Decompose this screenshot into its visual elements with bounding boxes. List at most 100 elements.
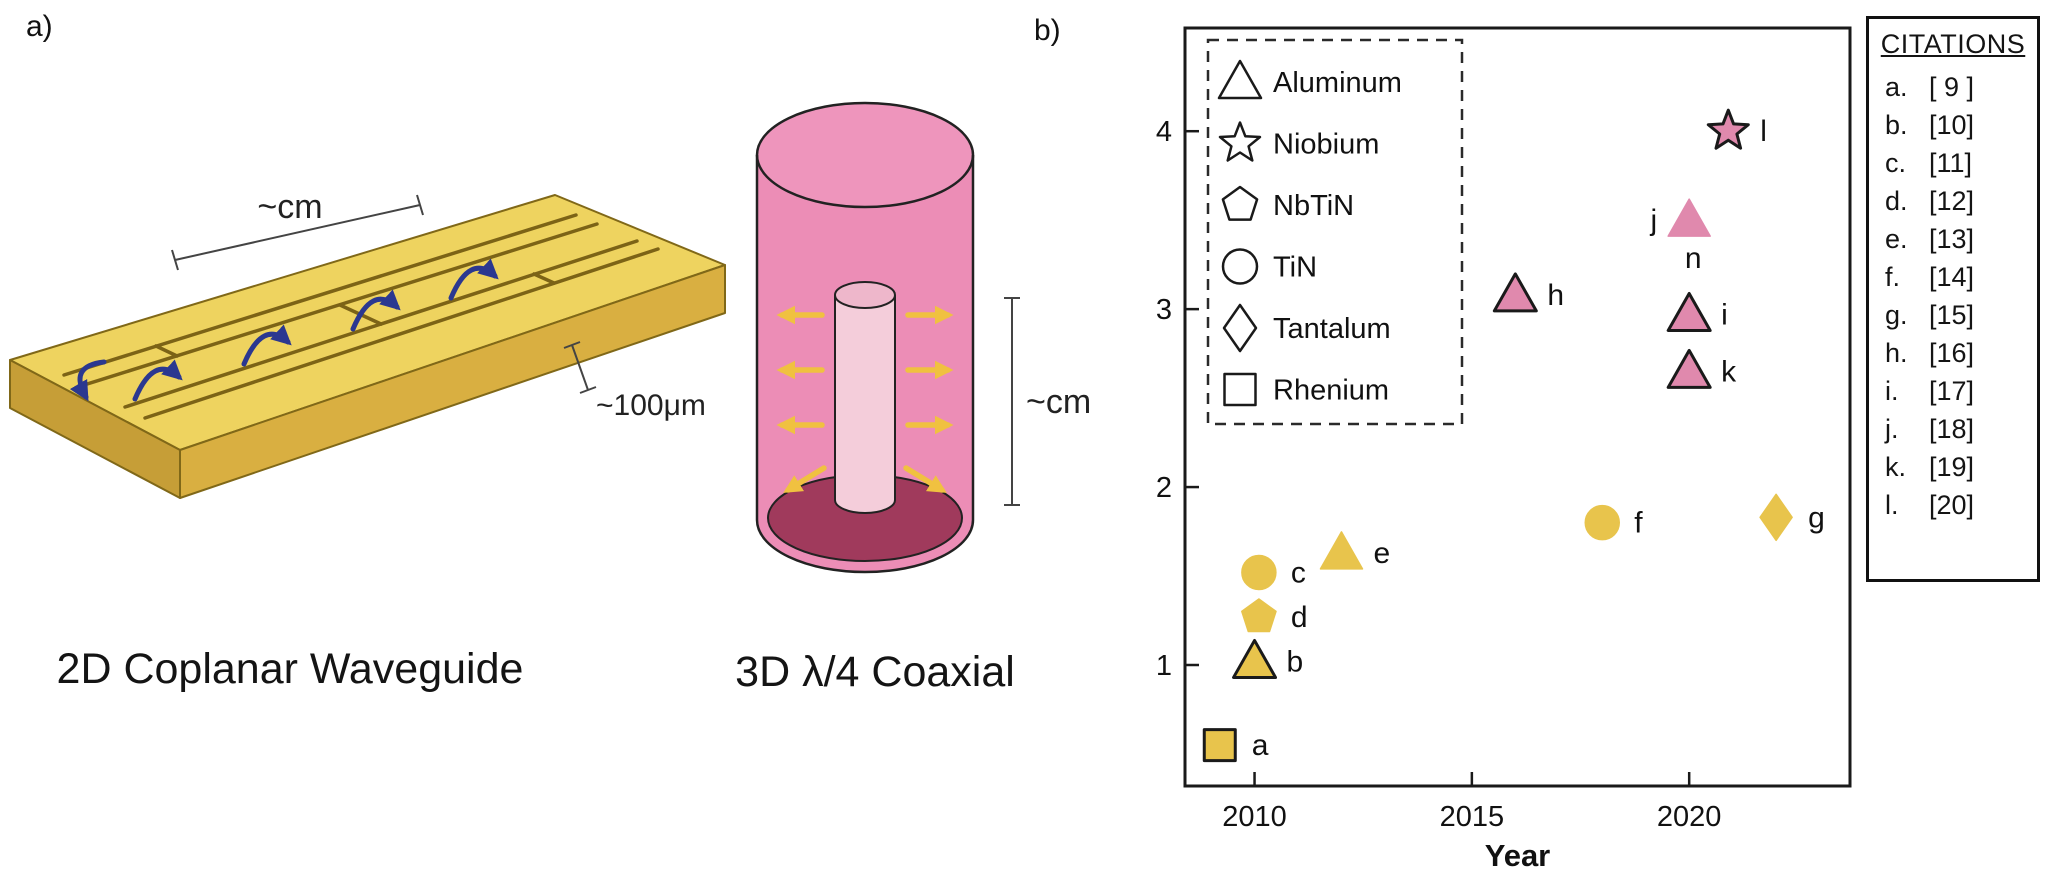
data-point-d: d bbox=[1241, 598, 1308, 634]
legend-label: Niobium bbox=[1273, 129, 1379, 161]
citation-entry: e. [13] bbox=[1869, 220, 2037, 258]
legend-box bbox=[1206, 38, 1464, 426]
square-marker bbox=[1202, 728, 1237, 763]
star-marker bbox=[1218, 121, 1262, 162]
citation-ref: [ 9 ] bbox=[1929, 72, 1975, 102]
citation-key: j. bbox=[1885, 414, 1899, 444]
legend-label: Tantalum bbox=[1273, 313, 1391, 345]
coaxial-cavity-diagram: ~cm bbox=[755, 101, 1091, 574]
circle-marker bbox=[1221, 248, 1259, 285]
circle-marker bbox=[1584, 504, 1621, 541]
triangle-marker bbox=[1217, 59, 1263, 100]
coaxial-caption: 3D λ/4 Coaxial bbox=[735, 648, 1015, 696]
citation-key: f. bbox=[1885, 262, 1901, 292]
waveguide-caption: 2D Coplanar Waveguide bbox=[56, 645, 524, 693]
data-point-j: jn bbox=[1650, 198, 1711, 275]
citation-ref: [15] bbox=[1929, 300, 1975, 330]
coplanar-waveguide-diagram: ~cm ~100μm bbox=[9, 188, 726, 499]
citation-key: l. bbox=[1885, 490, 1899, 520]
panel-a-label: a) bbox=[26, 10, 53, 43]
waveguide-traces bbox=[62, 213, 660, 420]
citation-entry: a. [ 9 ] bbox=[1869, 68, 2037, 106]
citation-ref: [17] bbox=[1929, 376, 1975, 406]
data-point-k: k bbox=[1666, 348, 1737, 389]
citation-key: c. bbox=[1885, 148, 1907, 178]
circle-marker bbox=[1241, 554, 1277, 591]
citations-panel: CITATIONS a. [ 9 ] b. [10] c. [11] d. [12] e. [13… bbox=[1866, 16, 2040, 582]
y-tick-label: 3 bbox=[1156, 294, 1172, 326]
data-point-h: h bbox=[1492, 272, 1564, 313]
data-point-l: l bbox=[1706, 108, 1767, 150]
citation-entry: k. [19] bbox=[1869, 448, 2037, 486]
citation-ref: [14] bbox=[1929, 262, 1975, 292]
citations-list: a. [ 9 ] b. [10] c. [11] d. [12] e. [13] f. [14] g. [… bbox=[1869, 68, 2037, 524]
legend-item-tin: TiN bbox=[1221, 248, 1317, 285]
legend: Aluminum Niobium NbTiN TiN Tantalum Rhenium bbox=[1206, 38, 1464, 426]
pentagon-marker bbox=[1241, 598, 1277, 633]
data-point-f: f bbox=[1584, 504, 1643, 541]
citation-ref: [18] bbox=[1929, 414, 1975, 444]
legend-item-aluminum: Aluminum bbox=[1217, 59, 1402, 100]
point-label: b bbox=[1287, 645, 1304, 678]
citation-key: g. bbox=[1885, 300, 1908, 330]
height-dimension bbox=[1004, 297, 1020, 506]
square-marker bbox=[1223, 372, 1257, 407]
citation-ref: [13] bbox=[1929, 224, 1975, 254]
data-point-b: b bbox=[1232, 638, 1304, 679]
point-label: g bbox=[1808, 501, 1825, 534]
citation-entry: d. [12] bbox=[1869, 182, 2037, 220]
length-dimension bbox=[171, 194, 424, 271]
triangle-marker bbox=[1666, 291, 1712, 332]
legend-label: TiN bbox=[1273, 252, 1317, 284]
legend-label: Rhenium bbox=[1273, 375, 1389, 407]
point-label: i bbox=[1721, 298, 1728, 331]
point-label: d bbox=[1291, 601, 1308, 634]
legend-item-rhenium: Rhenium bbox=[1223, 372, 1389, 407]
citation-ref: [16] bbox=[1929, 338, 1975, 368]
point-label: f bbox=[1634, 507, 1643, 540]
pentagon-marker bbox=[1221, 185, 1259, 221]
citations-title: CITATIONS bbox=[1880, 29, 2026, 59]
triangle-marker bbox=[1666, 348, 1712, 389]
citation-ref: [10] bbox=[1929, 110, 1975, 140]
point-label: a bbox=[1252, 729, 1269, 762]
data-point-i: i bbox=[1666, 291, 1728, 332]
x-tick-label: 2015 bbox=[1440, 801, 1505, 833]
x-axis-label: Year bbox=[1485, 838, 1551, 873]
point-label: k bbox=[1721, 355, 1737, 388]
citation-key: h. bbox=[1885, 338, 1908, 368]
citation-key: d. bbox=[1885, 186, 1908, 216]
citation-key: k. bbox=[1885, 452, 1907, 482]
citation-entry: j. [18] bbox=[1869, 410, 2037, 448]
thickness-dimension bbox=[563, 341, 597, 394]
citation-entry: l. [20] bbox=[1869, 486, 2037, 524]
point-label: l bbox=[1760, 115, 1767, 148]
inner-rod-top bbox=[834, 281, 896, 309]
citation-entry: b. [10] bbox=[1869, 106, 2037, 144]
inner-conductor bbox=[834, 281, 896, 514]
data-point-g: g bbox=[1759, 493, 1825, 542]
point-label: c bbox=[1291, 556, 1306, 589]
inner-rod-body bbox=[834, 295, 896, 514]
coaxial-height-label: ~cm bbox=[1026, 383, 1091, 421]
citation-ref: [20] bbox=[1929, 490, 1975, 520]
legend-item-niobium: Niobium bbox=[1218, 121, 1379, 162]
plot-frame bbox=[1183, 26, 1852, 788]
citation-key: i. bbox=[1885, 376, 1899, 406]
citation-entry: g. [15] bbox=[1869, 296, 2037, 334]
waveguide-thickness-label: ~100μm bbox=[596, 389, 706, 422]
point-label: e bbox=[1373, 537, 1390, 570]
legend-item-tantalum: Tantalum bbox=[1222, 303, 1391, 353]
citation-key: b. bbox=[1885, 110, 1908, 140]
citation-entry: i. [17] bbox=[1869, 372, 2037, 410]
citation-entry: c. [11] bbox=[1869, 144, 2037, 182]
field-arrows bbox=[69, 258, 499, 402]
point-label: h bbox=[1547, 279, 1564, 312]
field-arrows bbox=[776, 305, 954, 493]
point-label: j bbox=[1650, 204, 1658, 237]
cylinder-outline bbox=[755, 155, 975, 574]
legend-item-nbtin: NbTiN bbox=[1221, 185, 1354, 222]
diamond-marker bbox=[1759, 493, 1793, 542]
legend-label: Aluminum bbox=[1273, 67, 1402, 99]
